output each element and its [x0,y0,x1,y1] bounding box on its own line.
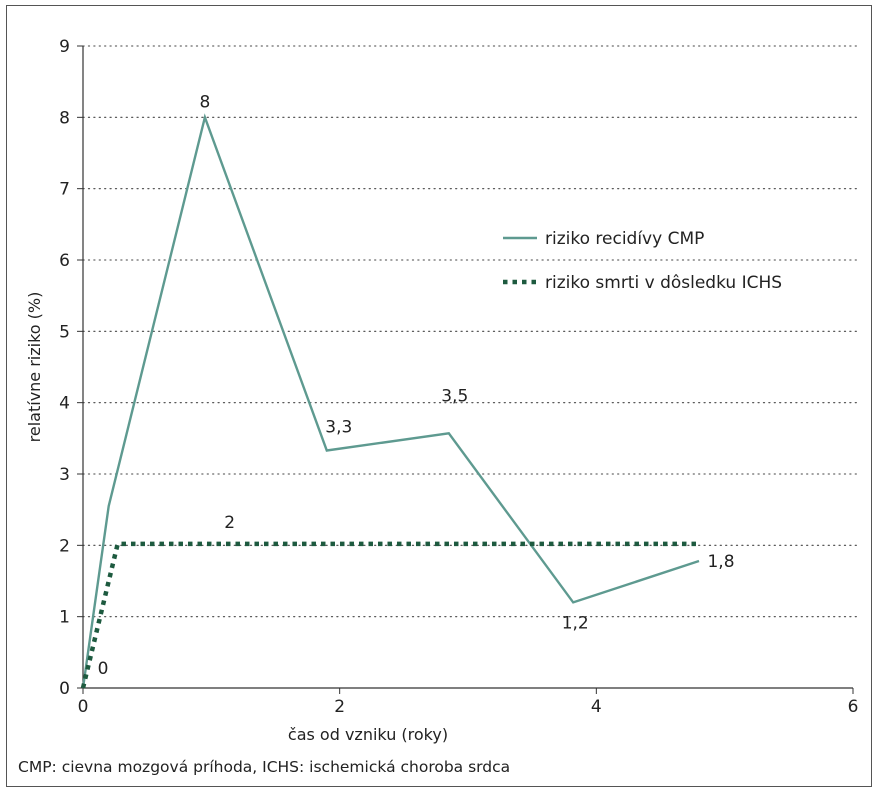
y-tick-label: 8 [59,108,70,128]
y-tick-label: 2 [59,536,70,556]
y-tick-label: 7 [59,180,70,200]
y-tick-label: 6 [59,251,70,271]
y-tick-label: 5 [59,322,70,342]
x-tick-label: 4 [591,697,602,717]
chart-caption: CMP: cievna mozgová príhoda, ICHS: ische… [18,758,511,776]
x-axis-title: čas od vzniku (roky) [288,725,448,744]
data-label: 8 [200,92,211,112]
x-tick-label: 0 [78,697,89,717]
y-tick-label: 9 [59,37,70,57]
data-label: 1,8 [707,552,734,572]
y-axis-title: relatívne riziko (%) [25,292,44,443]
data-label: 3,5 [441,386,468,406]
y-tick-label: 0 [59,679,70,699]
data-label: 2 [224,513,235,533]
y-tick-label: 1 [59,608,70,628]
data-label: 3,3 [325,417,352,437]
data-label: 1,2 [562,613,589,633]
series-line-1 [80,541,699,689]
x-tick-label: 2 [334,697,345,717]
series-line-0 [81,113,700,689]
chart-frame [6,5,872,787]
legend-label: riziko smrti v dôsledku ICHS [545,273,782,293]
x-tick-label: 6 [848,697,859,717]
y-tick-label: 3 [59,465,70,485]
legend-label: riziko recidívy CMP [545,229,704,249]
data-label: 0 [98,659,109,679]
y-tick-label: 4 [59,394,70,414]
